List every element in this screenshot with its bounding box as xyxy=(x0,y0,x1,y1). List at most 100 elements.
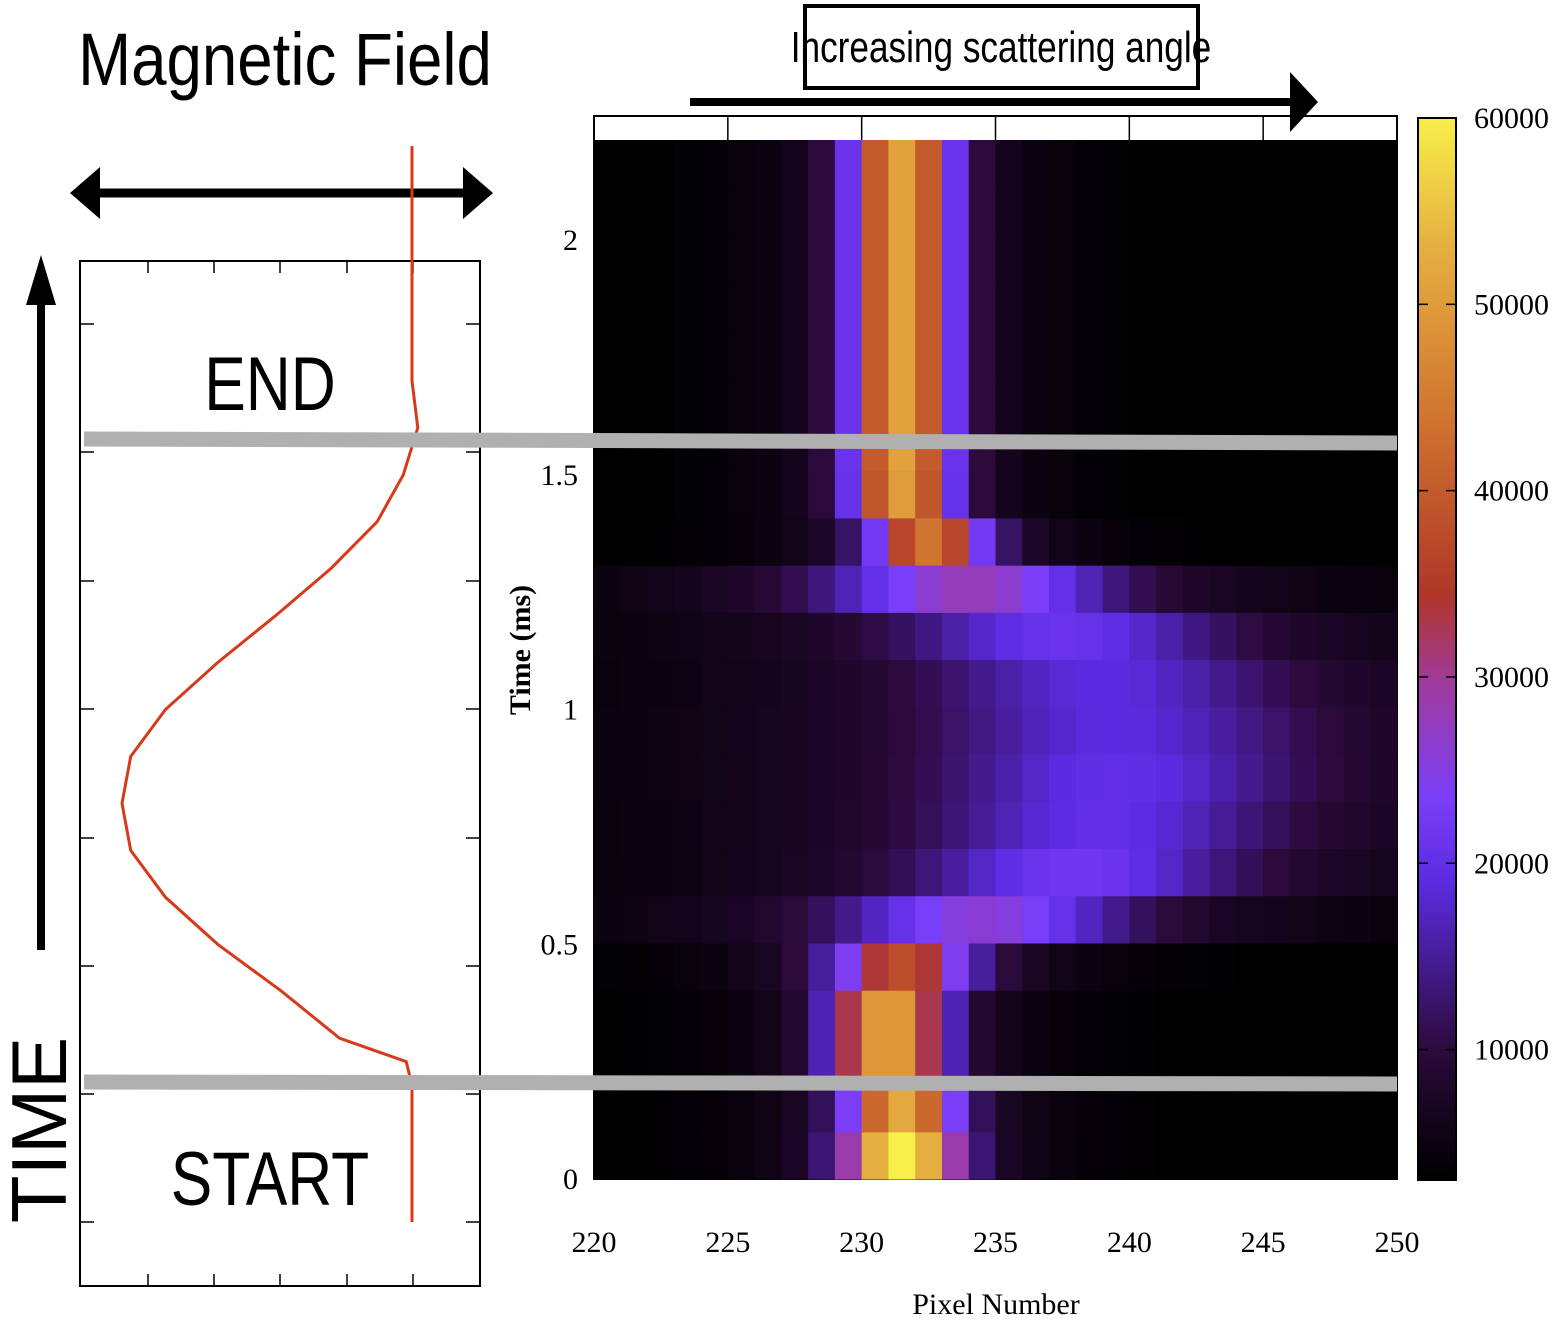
heatmap-cell xyxy=(754,1131,782,1180)
heatmap-cell xyxy=(1370,659,1398,708)
heatmap-cell xyxy=(1370,140,1398,188)
heatmap-cell xyxy=(781,706,809,755)
colorbar-tick-label: 10000 xyxy=(1474,1034,1549,1067)
heatmap-cell xyxy=(1129,234,1157,283)
heatmap-cell xyxy=(1156,470,1184,519)
heatmap-cell xyxy=(620,140,649,188)
heatmap-cell xyxy=(1075,565,1104,613)
heatmap-cell xyxy=(647,470,675,519)
heatmap-cell xyxy=(941,895,970,944)
heatmap-cell xyxy=(808,659,836,708)
heatmap-cell xyxy=(941,234,970,283)
heatmap-cell xyxy=(1102,376,1130,424)
heatmap-cell xyxy=(1129,281,1157,330)
heatmap-cell xyxy=(1316,187,1345,236)
heatmap-cell xyxy=(1209,990,1237,1038)
heatmap-cell xyxy=(1289,470,1318,519)
heatmap-cell xyxy=(1075,612,1104,661)
heatmap-cell xyxy=(647,234,675,283)
heatmap-cell xyxy=(1102,328,1130,377)
heatmap-cell xyxy=(701,470,729,519)
heatmap-cell xyxy=(727,281,756,330)
heatmap-cell xyxy=(1049,706,1077,755)
heatmap-cell xyxy=(701,328,729,377)
heatmap-y-axis-label: Time (ms) xyxy=(504,585,537,715)
heatmap-cell xyxy=(1236,753,1264,802)
heatmap-cell xyxy=(1209,328,1237,377)
heatmap-cell xyxy=(1263,234,1291,283)
heatmap-cell xyxy=(1156,565,1184,613)
heatmap-cell xyxy=(1289,140,1318,188)
heatmap-cell xyxy=(968,565,997,613)
heatmap-cell xyxy=(1129,659,1157,708)
heatmap-cell xyxy=(968,470,997,519)
heatmap-cell xyxy=(727,234,756,283)
heatmap-cell xyxy=(1102,517,1130,566)
heatmap-cell xyxy=(1075,895,1104,944)
heatmap-cell xyxy=(1209,376,1237,424)
heatmap-cell xyxy=(915,565,943,613)
heatmap-cell xyxy=(1102,706,1130,755)
heatmap-cell xyxy=(995,942,1023,991)
heatmap-cell xyxy=(1316,942,1345,991)
heatmap-cell xyxy=(995,848,1023,897)
heatmap-cell xyxy=(995,659,1023,708)
heatmap-cell xyxy=(647,612,675,661)
heatmap-cell xyxy=(1316,612,1345,661)
heatmap-cell xyxy=(594,706,622,755)
heatmap-cell xyxy=(594,612,622,661)
heatmap-cell xyxy=(674,659,702,708)
heatmap-cell xyxy=(754,187,782,236)
heatmap-cell xyxy=(1370,281,1398,330)
heatmap-cell xyxy=(1022,942,1050,991)
heatmap-cell xyxy=(1129,848,1157,897)
heatmap-panel: 220 225 230 235 240 245 250 0 0.5 1 1.5 2 Pixel Nu… xyxy=(504,115,1420,1321)
heatmap-cell xyxy=(1075,470,1104,519)
heatmap-cell xyxy=(1049,187,1077,236)
heatmap-cell xyxy=(1075,1131,1104,1180)
heatmap-cell xyxy=(941,848,970,897)
heatmap-cell xyxy=(594,234,622,283)
heatmap-cell xyxy=(1263,1084,1291,1133)
heatmap-cell xyxy=(861,942,890,991)
heatmap-cell xyxy=(1236,659,1264,708)
heatmap-cell xyxy=(1236,848,1264,897)
heatmap-cell xyxy=(968,376,997,424)
heatmap-cell xyxy=(1075,517,1104,566)
heatmap-cell xyxy=(1209,187,1237,236)
heatmap-cell xyxy=(727,990,756,1038)
heatmap-cell xyxy=(647,565,675,613)
heatmap-cell xyxy=(701,517,729,566)
heatmap-cell xyxy=(941,187,970,236)
heatmap-cell xyxy=(754,990,782,1038)
heatmap-cell xyxy=(1370,187,1398,236)
heatmap-cell xyxy=(1049,659,1077,708)
heatmap-cell xyxy=(647,1084,675,1133)
heatmap-cell xyxy=(888,942,916,991)
heatmap-cell xyxy=(834,990,863,1038)
heatmap-cell xyxy=(861,848,890,897)
heatmap-cell xyxy=(941,942,970,991)
heatmap-cell xyxy=(620,706,649,755)
heatmap-cell xyxy=(647,895,675,944)
heatmap-cell xyxy=(781,753,809,802)
double-arrow-icon xyxy=(70,167,493,219)
heatmap-cell xyxy=(781,1131,809,1180)
heatmap-cell xyxy=(1370,612,1398,661)
heatmap-cell xyxy=(727,470,756,519)
heatmap-cell xyxy=(1316,848,1345,897)
heatmap-cell xyxy=(834,942,863,991)
heatmap-cell xyxy=(968,1084,997,1133)
heatmap-cell xyxy=(1102,1131,1130,1180)
heatmap-cell xyxy=(834,470,863,519)
heatmap-cell xyxy=(701,706,729,755)
heatmap-cell xyxy=(781,187,809,236)
heatmap-cell xyxy=(674,942,702,991)
heatmap-cell xyxy=(1209,1131,1237,1180)
heatmap-cell xyxy=(1022,895,1050,944)
heatmap-cell xyxy=(727,565,756,613)
heatmap-cell xyxy=(1263,895,1291,944)
heatmap-cell xyxy=(1209,281,1237,330)
heatmap-cell xyxy=(888,376,916,424)
